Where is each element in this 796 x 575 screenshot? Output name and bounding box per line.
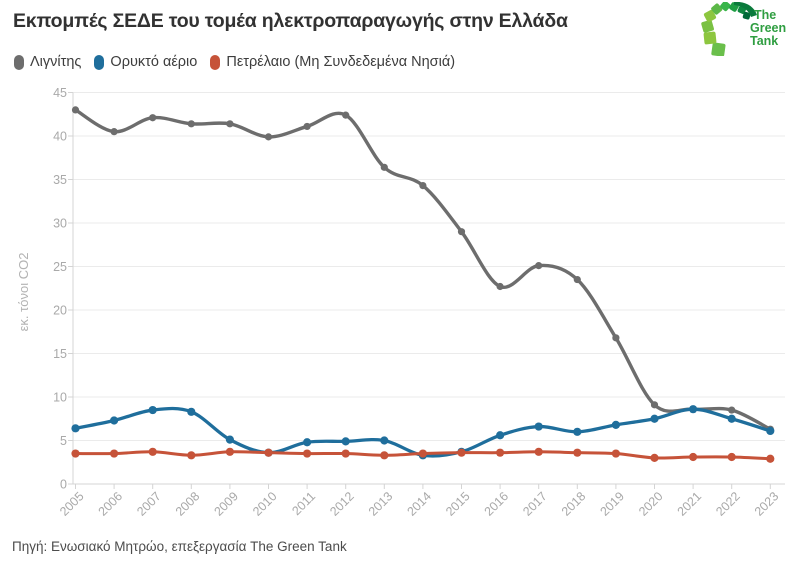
svg-text:20: 20: [53, 304, 67, 318]
svg-text:2020: 2020: [636, 489, 666, 519]
logo-text-tank: Tank: [750, 34, 778, 48]
svg-text:0: 0: [60, 478, 67, 492]
logo-text-green: Green: [750, 21, 786, 35]
svg-text:2008: 2008: [173, 489, 203, 519]
svg-text:2016: 2016: [482, 489, 512, 519]
svg-text:25: 25: [53, 260, 67, 274]
svg-text:εκ. τόνοι CO2: εκ. τόνοι CO2: [16, 253, 31, 332]
svg-text:2022: 2022: [713, 489, 743, 519]
svg-text:2012: 2012: [327, 489, 357, 519]
legend-label-oil-nii: Πετρέλαιο (Μη Συνδεδεμένα Νησιά): [226, 54, 456, 70]
svg-text:2015: 2015: [443, 489, 473, 519]
legend-item-fossil-gas[interactable]: Ορυκτό αέριο: [94, 54, 197, 70]
svg-text:5: 5: [60, 434, 67, 448]
svg-text:2017: 2017: [520, 489, 550, 519]
legend-swatch-oil-nii: [210, 54, 221, 70]
svg-text:2019: 2019: [597, 489, 627, 519]
svg-text:35: 35: [53, 173, 67, 187]
page-title: Εκπομπές ΣΕΔΕ του τομέα ηλεκτροπαραγωγής…: [13, 10, 568, 32]
legend-swatch-lignite: [14, 54, 24, 70]
source-caption: Πηγή: Ενωσιακό Μητρώο, επεξεργασία The G…: [12, 539, 347, 554]
legend-item-oil-nii[interactable]: Πετρέλαιο (Μη Συνδεδεμένα Νησιά): [210, 54, 455, 70]
chart-legend: Λιγνίτης Ορυκτό αέριο Πετρέλαιο (Μη Συνδ…: [14, 54, 455, 70]
svg-text:2013: 2013: [366, 489, 396, 519]
logo-text-the: The: [754, 8, 776, 22]
legend-label-lignite: Λιγνίτης: [30, 54, 82, 70]
svg-text:2010: 2010: [250, 489, 280, 519]
legend-item-lignite[interactable]: Λιγνίτης: [14, 54, 81, 70]
svg-text:2018: 2018: [559, 489, 589, 519]
svg-text:2014: 2014: [404, 489, 434, 519]
svg-text:30: 30: [53, 217, 67, 231]
svg-text:2006: 2006: [96, 489, 126, 519]
green-tank-logo-mark: The Green Tank: [701, 0, 786, 57]
svg-text:2023: 2023: [752, 489, 782, 519]
svg-text:2007: 2007: [134, 489, 164, 519]
svg-text:45: 45: [53, 86, 67, 100]
svg-text:10: 10: [53, 391, 67, 405]
svg-text:2005: 2005: [57, 489, 87, 519]
svg-text:15: 15: [53, 347, 67, 361]
svg-text:40: 40: [53, 130, 67, 144]
svg-text:2021: 2021: [675, 489, 705, 519]
svg-text:2009: 2009: [211, 489, 241, 519]
legend-swatch-fossil-gas: [94, 54, 105, 70]
green-tank-logo: The Green Tank: [698, 0, 788, 61]
svg-text:2011: 2011: [289, 489, 318, 518]
legend-label-fossil-gas: Ορυκτό αέριο: [110, 54, 198, 70]
